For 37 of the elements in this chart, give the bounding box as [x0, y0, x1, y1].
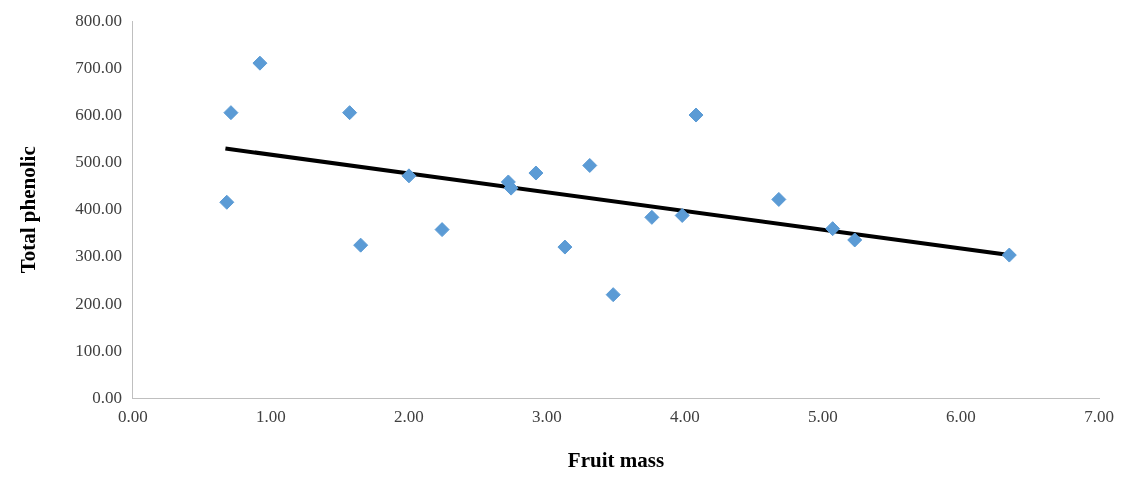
x-tick-label: 0.00 — [118, 407, 148, 427]
y-tick-label: 800.00 — [75, 10, 122, 30]
point — [342, 105, 358, 121]
y-axis-title: Total phenolic — [16, 146, 41, 274]
point — [528, 165, 544, 181]
point — [434, 222, 450, 238]
x-tick-label: 6.00 — [946, 407, 976, 427]
x-tick-label: 3.00 — [532, 407, 562, 427]
point — [674, 207, 690, 223]
point — [219, 194, 235, 210]
point — [605, 287, 621, 303]
y-tick-label: 200.00 — [75, 293, 122, 313]
point — [353, 237, 369, 253]
y-tick-label: 0.00 — [92, 387, 122, 407]
point — [582, 157, 598, 173]
point — [688, 107, 704, 123]
y-tick-label: 700.00 — [75, 57, 122, 77]
x-tick-label: 1.00 — [256, 407, 286, 427]
point — [401, 168, 417, 184]
y-tick-label: 600.00 — [75, 104, 122, 124]
y-tick-label: 300.00 — [75, 246, 122, 266]
point — [223, 105, 239, 121]
point — [1001, 247, 1017, 263]
x-tick-label: 7.00 — [1084, 407, 1114, 427]
point — [847, 232, 863, 248]
y-tick-label: 400.00 — [75, 199, 122, 219]
point — [825, 221, 841, 237]
y-tick-label: 500.00 — [75, 152, 122, 172]
x-tick-label: 2.00 — [394, 407, 424, 427]
y-tick-label: 100.00 — [75, 340, 122, 360]
point — [252, 55, 268, 71]
x-axis-title: Fruit mass — [567, 447, 665, 472]
x-tick-label: 5.00 — [808, 407, 838, 427]
point — [557, 239, 573, 255]
point — [771, 191, 787, 207]
point — [644, 209, 660, 225]
x-tick-label: 4.00 — [670, 407, 700, 427]
